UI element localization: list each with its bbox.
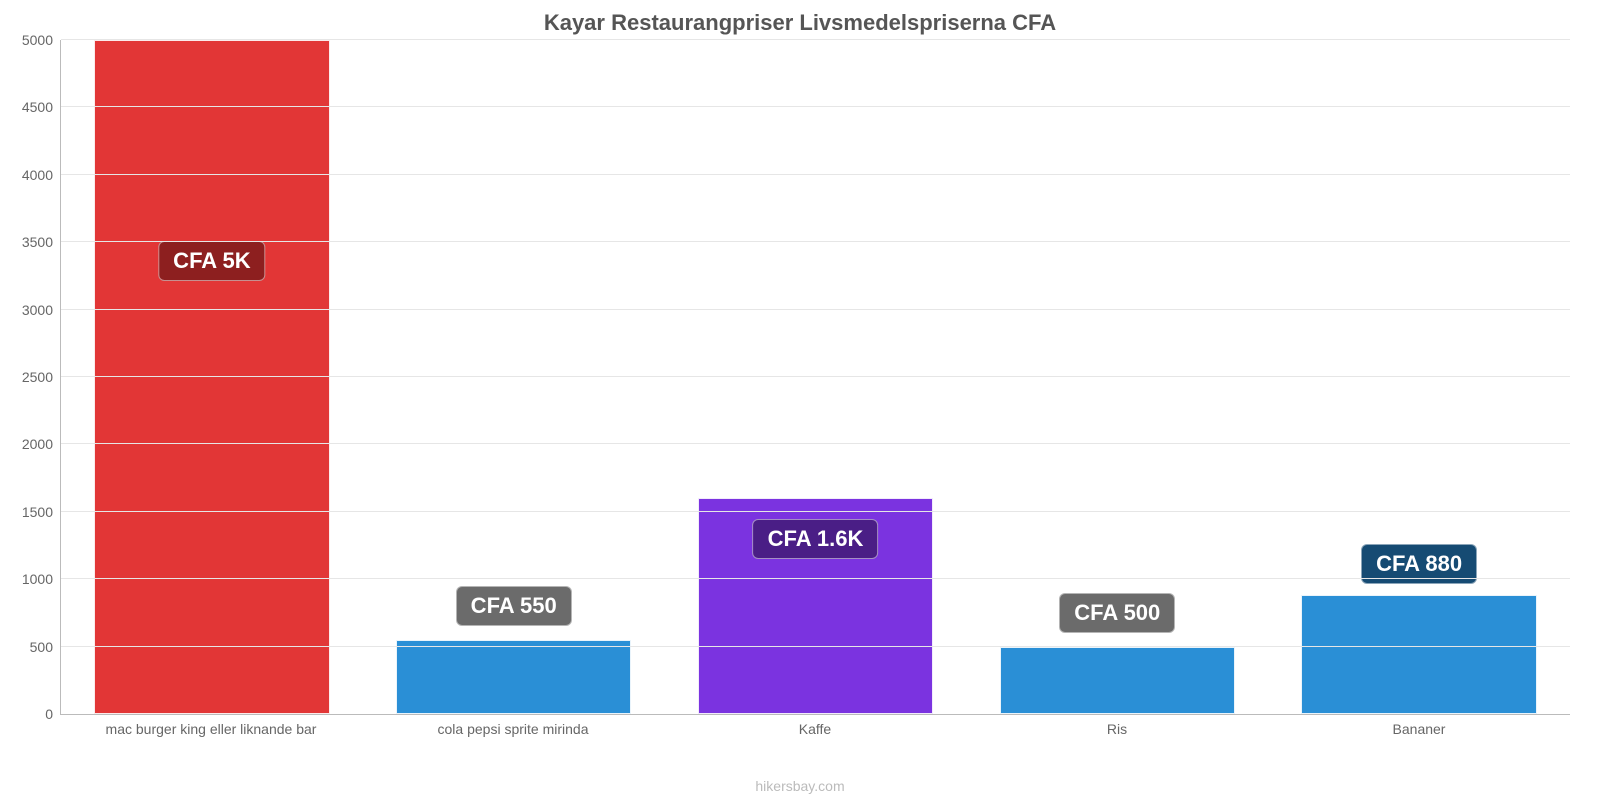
bar-value-badge: CFA 550 <box>456 586 572 626</box>
plot-area: CFA 5KCFA 550CFA 1.6KCFA 500CFA 880 0500… <box>60 40 1570 715</box>
gridline <box>61 309 1570 310</box>
y-tick-label: 500 <box>30 639 61 655</box>
y-tick-label: 3000 <box>22 302 61 318</box>
bar: CFA 1.6K <box>698 498 933 714</box>
bar: CFA 880 <box>1301 595 1536 714</box>
bar-value-badge: CFA 5K <box>158 241 265 281</box>
x-tick-label: Bananer <box>1268 715 1570 745</box>
bar: CFA 500 <box>1000 647 1235 714</box>
gridline <box>61 443 1570 444</box>
bars-container: CFA 5K CFA 550 CFA 1.6K CFA 500 CFA 880 <box>61 40 1570 714</box>
x-tick-label: Ris <box>966 715 1268 745</box>
y-tick-label: 5000 <box>22 32 61 48</box>
y-tick-label: 2500 <box>22 369 61 385</box>
gridline <box>61 578 1570 579</box>
bar-slot: CFA 1.6K <box>665 40 967 714</box>
y-tick-label: 3500 <box>22 234 61 250</box>
bar: CFA 5K <box>94 40 329 714</box>
gridline <box>61 39 1570 40</box>
y-tick-label: 0 <box>45 706 61 722</box>
chart-area: CFA 5KCFA 550CFA 1.6KCFA 500CFA 880 0500… <box>60 40 1570 745</box>
gridline <box>61 376 1570 377</box>
y-tick-label: 2000 <box>22 436 61 452</box>
gridline <box>61 174 1570 175</box>
x-axis-labels: mac burger king eller liknande barcola p… <box>60 715 1570 745</box>
x-tick-label: Kaffe <box>664 715 966 745</box>
gridline <box>61 241 1570 242</box>
x-tick-label: mac burger king eller liknande bar <box>60 715 362 745</box>
x-tick-label: cola pepsi sprite mirinda <box>362 715 664 745</box>
gridline <box>61 646 1570 647</box>
y-tick-label: 4500 <box>22 99 61 115</box>
bar: CFA 550 <box>396 640 631 714</box>
bar-slot: CFA 550 <box>363 40 665 714</box>
bar-slot: CFA 5K <box>61 40 363 714</box>
bar-value-badge: CFA 1.6K <box>753 519 879 559</box>
y-tick-label: 1500 <box>22 504 61 520</box>
footer-credit: hikersbay.com <box>0 778 1600 794</box>
bar-slot: CFA 880 <box>1268 40 1570 714</box>
y-tick-label: 1000 <box>22 571 61 587</box>
y-tick-label: 4000 <box>22 167 61 183</box>
gridline <box>61 106 1570 107</box>
chart-title: Kayar Restaurangpriser Livsmedelsprisern… <box>0 0 1600 36</box>
bar-value-badge: CFA 500 <box>1059 593 1175 633</box>
gridline <box>61 511 1570 512</box>
bar-slot: CFA 500 <box>966 40 1268 714</box>
